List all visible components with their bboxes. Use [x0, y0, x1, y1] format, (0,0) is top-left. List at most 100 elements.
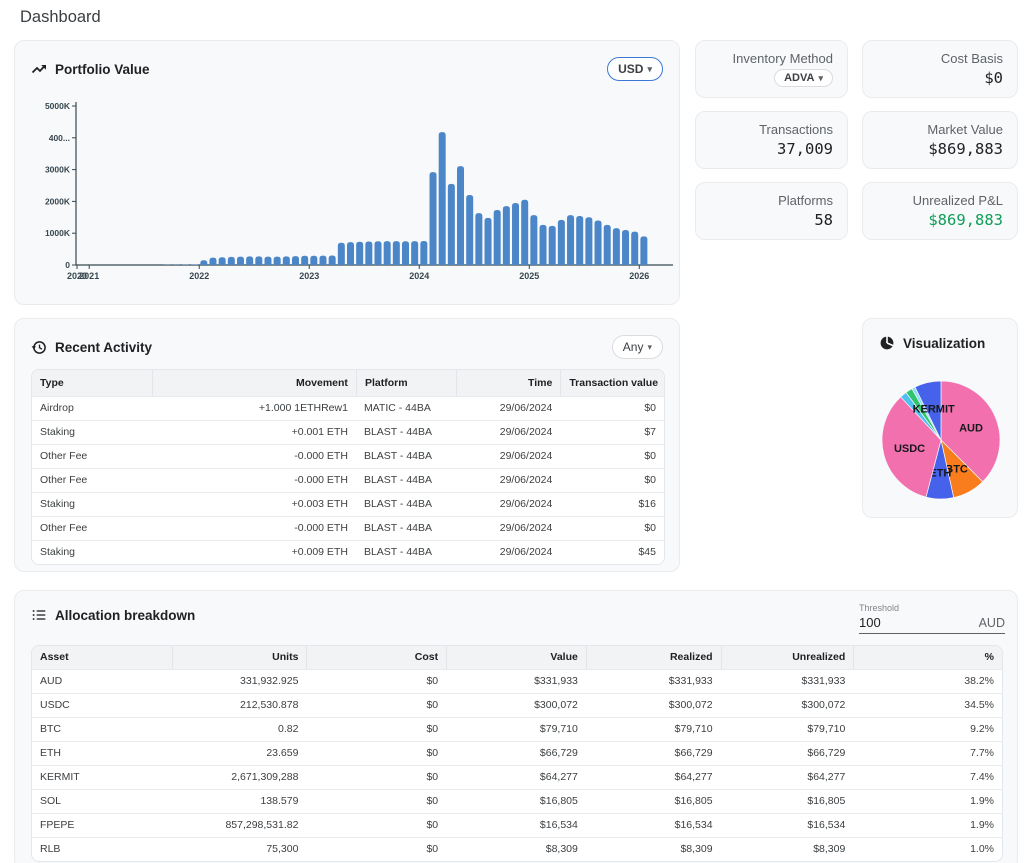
allocation-cell: $0 — [306, 838, 446, 861]
visualization-panel: Visualization AUDBTCETHUSDCKERMIT — [862, 318, 1018, 518]
portfolio-panel-header: Portfolio Value USD ▾ — [15, 41, 679, 81]
activity-cell: -0.000 ETH — [152, 445, 356, 468]
allocation-cell: $300,072 — [586, 694, 721, 717]
allocation-cell: 7.7% — [853, 742, 1002, 765]
allocation-title: Allocation breakdown — [55, 608, 195, 623]
activity-row: Other Fee-0.000 ETHBLAST - 44BA29/06/202… — [32, 468, 664, 492]
stat-card-unrealized-pnl: Unrealized P&L $869,883 — [862, 182, 1018, 240]
activity-col-header: Time — [456, 370, 561, 396]
activity-cell: -0.000 ETH — [152, 469, 356, 492]
activity-cell: 29/06/2024 — [456, 421, 561, 444]
allocation-row: ETH23.659$0$66,729$66,729$66,7297.7% — [32, 741, 1002, 765]
allocation-cell: $331,933 — [721, 670, 854, 693]
activity-cell: $0 — [560, 445, 664, 468]
svg-text:2025: 2025 — [519, 271, 539, 281]
allocation-cell: SOL — [32, 790, 172, 813]
activity-cell: $45 — [560, 541, 664, 564]
stat-card-label: Unrealized P&L — [913, 193, 1003, 208]
activity-cell: 29/06/2024 — [456, 517, 561, 540]
allocation-cell: $8,309 — [586, 838, 721, 861]
stat-card-label: Market Value — [927, 122, 1003, 137]
currency-select[interactable]: USD ▾ — [607, 57, 663, 81]
allocation-cell: 34.5% — [853, 694, 1002, 717]
dashboard-page: Dashboard Portfolio Value USD ▾ 0 1000K 20… — [0, 0, 1031, 863]
allocation-cell: $16,534 — [586, 814, 721, 837]
allocation-cell: ETH — [32, 742, 172, 765]
activity-cell: 29/06/2024 — [456, 445, 561, 468]
svg-text:3000K: 3000K — [45, 165, 71, 175]
threshold-field: Threshold AUD — [859, 603, 1005, 634]
allocation-cell: $16,534 — [446, 814, 586, 837]
allocation-row: AUD331,932.925$0$331,933$331,933$331,933… — [32, 669, 1002, 693]
activity-cell: BLAST - 44BA — [356, 469, 456, 492]
allocation-row: BTC0.82$0$79,710$79,710$79,7109.2% — [32, 717, 1002, 741]
allocation-cell: 7.4% — [853, 766, 1002, 789]
activity-cell: $0 — [560, 517, 664, 540]
svg-text:2000K: 2000K — [45, 196, 71, 206]
page-title: Dashboard — [20, 8, 101, 27]
allocation-cell: 2,671,309,288 — [172, 766, 307, 789]
stat-card-market-value: Market Value$869,883 — [862, 111, 1018, 169]
svg-text:400...: 400... — [49, 133, 70, 143]
allocation-row: KERMIT2,671,309,288$0$64,277$64,277$64,2… — [32, 765, 1002, 789]
stat-card-value: 58 — [814, 211, 833, 229]
allocation-pie-chart[interactable]: AUDBTCETHUSDCKERMIT — [863, 349, 1019, 515]
activity-cell: +0.009 ETH — [152, 541, 356, 564]
svg-text:5000K: 5000K — [45, 101, 71, 111]
allocation-cell: $0 — [306, 766, 446, 789]
allocation-cell: $0 — [306, 670, 446, 693]
stat-card-label: Transactions — [759, 122, 833, 137]
activity-cell: Airdrop — [32, 397, 152, 420]
activity-cell: $0 — [560, 469, 664, 492]
activity-cell: $16 — [560, 493, 664, 516]
activity-title: Recent Activity — [55, 340, 152, 355]
activity-cell: BLAST - 44BA — [356, 421, 456, 444]
inventory-method-select[interactable]: ADVA ▾ — [774, 69, 833, 87]
allocation-cell: 1.0% — [853, 838, 1002, 861]
allocation-cell: 0.82 — [172, 718, 307, 741]
activity-row: Other Fee-0.000 ETHBLAST - 44BA29/06/202… — [32, 444, 664, 468]
allocation-header-row: AssetUnitsCostValueRealizedUnrealized% — [32, 646, 1002, 669]
allocation-cell: $16,805 — [446, 790, 586, 813]
svg-text:2021: 2021 — [79, 271, 99, 281]
allocation-col-header: Units — [172, 646, 307, 669]
allocation-cell: 9.2% — [853, 718, 1002, 741]
svg-text:2023: 2023 — [299, 271, 319, 281]
allocation-cell: 138.579 — [172, 790, 307, 813]
chevron-down-icon: ▾ — [818, 74, 823, 83]
list-icon — [31, 607, 47, 623]
activity-table: TypeMovementPlatformTimeTransaction valu… — [31, 369, 665, 565]
activity-col-header: Platform — [356, 370, 456, 396]
allocation-cell: FPEPE — [32, 814, 172, 837]
inventory-method-value: ADVA — [784, 72, 814, 84]
activity-col-header: Type — [32, 370, 152, 396]
allocation-cell: $16,534 — [721, 814, 854, 837]
allocation-cell: 23.659 — [172, 742, 307, 765]
allocation-table: AssetUnitsCostValueRealizedUnrealized%AU… — [31, 645, 1003, 862]
allocation-cell: USDC — [32, 694, 172, 717]
activity-row: Airdrop+1.000 1ETHRew1MATIC - 44BA29/06/… — [32, 396, 664, 420]
allocation-cell: 857,298,531.82 — [172, 814, 307, 837]
allocation-col-header: % — [853, 646, 1002, 669]
activity-header-row: TypeMovementPlatformTimeTransaction valu… — [32, 370, 664, 396]
stat-card-label: Cost Basis — [941, 51, 1003, 66]
allocation-cell: 1.9% — [853, 790, 1002, 813]
stat-card-value: $869,883 — [928, 211, 1003, 229]
allocation-cell: $79,710 — [721, 718, 854, 741]
svg-text:2024: 2024 — [409, 271, 429, 281]
svg-text:0: 0 — [65, 260, 70, 270]
allocation-cell: 331,932.925 — [172, 670, 307, 693]
allocation-cell: $331,933 — [446, 670, 586, 693]
allocation-row: RLB75,300$0$8,309$8,309$8,3091.0% — [32, 837, 1002, 861]
threshold-input[interactable] — [859, 615, 949, 630]
threshold-label: Threshold — [859, 603, 1005, 613]
allocation-cell: $64,277 — [446, 766, 586, 789]
svg-text:1000K: 1000K — [45, 228, 71, 238]
activity-row: Staking+0.009 ETHBLAST - 44BA29/06/2024$… — [32, 540, 664, 564]
activity-cell: +0.001 ETH — [152, 421, 356, 444]
allocation-cell: $66,729 — [721, 742, 854, 765]
portfolio-bar-chart[interactable]: 01000K2000K3000K400...5000K2020202120222… — [27, 93, 675, 293]
activity-filter-select[interactable]: Any ▾ — [612, 335, 663, 359]
allocation-cell: $66,729 — [586, 742, 721, 765]
allocation-cell: $8,309 — [446, 838, 586, 861]
